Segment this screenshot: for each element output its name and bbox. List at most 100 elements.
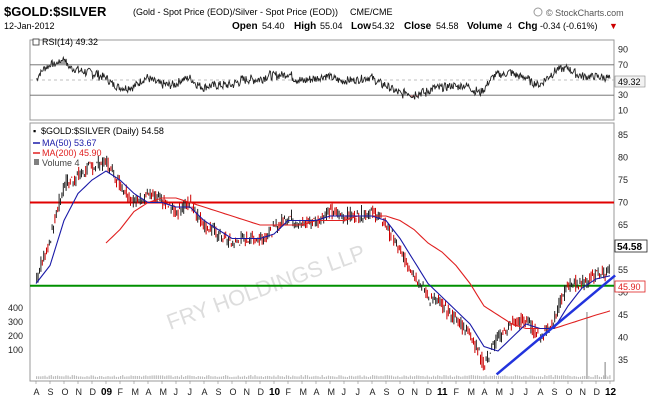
x-month-label: M bbox=[300, 387, 308, 397]
volume-bar bbox=[214, 376, 216, 379]
volume-bar bbox=[157, 375, 159, 379]
volume-bar bbox=[52, 376, 54, 379]
volume-bar bbox=[565, 376, 567, 379]
rsi-legend-swatch bbox=[32, 38, 40, 46]
x-month-label: N bbox=[580, 387, 587, 397]
volume-bar bbox=[332, 376, 334, 379]
rsi-label: RSI(14) 49.32 bbox=[42, 37, 98, 47]
stockcharts-source[interactable]: © StockCharts.com bbox=[546, 8, 624, 18]
volume-bar bbox=[294, 376, 296, 379]
volume-axis-ticks: 400 300 200 100 bbox=[8, 303, 23, 355]
x-year-label: 10 bbox=[269, 387, 281, 398]
x-month-label: D bbox=[594, 387, 601, 397]
volume-bar bbox=[138, 375, 141, 379]
x-month-label: J bbox=[174, 387, 179, 397]
volume-bar bbox=[432, 375, 435, 379]
price-tick-label: 35 bbox=[618, 355, 628, 365]
volume-bar bbox=[174, 376, 176, 379]
volume-bar bbox=[323, 376, 325, 379]
volume-bar bbox=[288, 375, 290, 379]
volume-bar bbox=[397, 375, 399, 379]
volume-bar bbox=[260, 376, 262, 379]
x-month-label: J bbox=[188, 387, 193, 397]
rsi-panel-frame bbox=[29, 39, 615, 121]
volume-bar bbox=[401, 376, 403, 379]
volume-bar bbox=[353, 376, 355, 379]
chart-symbol: $GOLD:$SILVER bbox=[4, 4, 107, 19]
volume-bar bbox=[487, 376, 489, 379]
price-tick-label: 55 bbox=[618, 265, 628, 275]
volume-bar bbox=[527, 376, 529, 379]
volume-bar bbox=[107, 376, 109, 379]
price-legend-icon: ▪ bbox=[33, 126, 36, 136]
volume-bar bbox=[550, 375, 552, 379]
volume-bar bbox=[399, 376, 401, 379]
volume-bar bbox=[86, 376, 88, 379]
volume-bar bbox=[609, 375, 611, 379]
volume-bar bbox=[382, 376, 384, 379]
volume-bar bbox=[180, 375, 183, 379]
volume-bar bbox=[113, 375, 115, 379]
volume-bar bbox=[378, 376, 380, 379]
volume-bar bbox=[344, 376, 346, 379]
volume-bar bbox=[388, 375, 390, 379]
volume-bar bbox=[336, 376, 338, 379]
volume-bar bbox=[430, 376, 432, 379]
volume-bar bbox=[243, 375, 246, 379]
volume-bar bbox=[361, 376, 363, 379]
volume-bar bbox=[151, 375, 153, 379]
volume-bar bbox=[298, 376, 300, 379]
volume-bar bbox=[92, 375, 94, 379]
volume-bar bbox=[313, 376, 315, 379]
volume-tick-label: 200 bbox=[8, 331, 23, 341]
volume-bar bbox=[206, 375, 208, 379]
volume-bar bbox=[586, 312, 588, 379]
volume-bar bbox=[38, 376, 40, 379]
volume-bar bbox=[309, 376, 311, 379]
volume-bar bbox=[78, 376, 80, 379]
volume-bar bbox=[256, 376, 258, 379]
volume-bar bbox=[393, 376, 395, 379]
chart-description: (Gold - Spot Price (EOD)/Silver - Spot P… bbox=[133, 7, 338, 17]
x-month-label: F bbox=[454, 387, 460, 397]
volume-bar bbox=[468, 375, 470, 379]
price-bars bbox=[36, 155, 610, 371]
volume-bar bbox=[514, 375, 516, 379]
quote-volume-label: Volume bbox=[467, 21, 503, 32]
price-last-badge: 54.58 bbox=[614, 239, 648, 253]
x-month-label: D bbox=[426, 387, 433, 397]
volume-bar bbox=[508, 376, 510, 379]
volume-bar bbox=[317, 376, 319, 379]
x-month-label: A bbox=[146, 387, 152, 397]
volume-bar bbox=[414, 376, 416, 379]
volume-bar bbox=[103, 376, 105, 379]
volume-bar bbox=[346, 376, 348, 379]
price-panel-frame bbox=[29, 122, 615, 382]
x-month-label: A bbox=[538, 387, 544, 397]
rsi-tick-label: 70 bbox=[618, 60, 628, 70]
volume-bar bbox=[506, 376, 508, 379]
volume-bar bbox=[94, 376, 96, 379]
volume-bar bbox=[479, 375, 481, 379]
volume-bar bbox=[117, 376, 120, 379]
quote-low-label: Low bbox=[351, 21, 371, 32]
volume-bar bbox=[466, 375, 468, 379]
volume-bar bbox=[65, 375, 67, 379]
volume-bar bbox=[554, 375, 556, 379]
volume-bar bbox=[40, 376, 42, 379]
volume-bar bbox=[218, 376, 220, 379]
quote-chg-label: Chg bbox=[518, 21, 537, 32]
quote-volume-value: 4 bbox=[507, 21, 512, 31]
legend-volume-label: Volume 4 bbox=[42, 158, 80, 168]
x-month-label: O bbox=[398, 387, 405, 397]
volume-bar bbox=[579, 376, 582, 379]
price-tick-label: 65 bbox=[618, 220, 628, 230]
stockcharts-logo[interactable]: © StockCharts.com bbox=[533, 7, 624, 18]
rsi-tick-label: 10 bbox=[618, 105, 628, 115]
x-year-label: 09 bbox=[101, 387, 113, 398]
x-month-label: N bbox=[244, 387, 251, 397]
quote-open-label: Open bbox=[232, 21, 258, 32]
volume-bar bbox=[439, 375, 441, 379]
volume-bar bbox=[607, 376, 609, 379]
volume-bar bbox=[80, 376, 82, 379]
